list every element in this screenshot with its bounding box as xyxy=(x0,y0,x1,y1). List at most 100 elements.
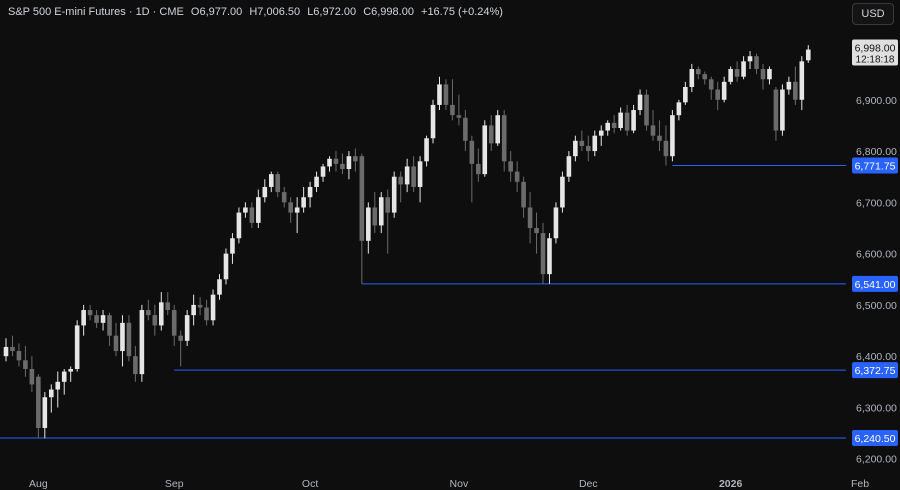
candle-body xyxy=(139,310,145,375)
ohlc-change: +16.75 (+0.24%) xyxy=(421,6,503,18)
candle xyxy=(456,94,462,126)
candle-body xyxy=(288,202,293,213)
candle xyxy=(301,186,306,213)
candle xyxy=(359,153,365,284)
candle-body xyxy=(689,69,695,87)
candle xyxy=(340,153,345,175)
candle xyxy=(476,148,481,182)
y-tick-label: 6,200.00 xyxy=(856,454,897,466)
candle xyxy=(799,56,805,111)
candle-body xyxy=(359,156,365,241)
level-label: 6,771.75 xyxy=(852,157,898,174)
candle-body xyxy=(23,360,28,370)
candle xyxy=(631,104,636,134)
candle-body xyxy=(275,174,281,193)
candle-body xyxy=(417,161,423,187)
candle xyxy=(767,66,772,85)
candle xyxy=(527,192,533,244)
candle xyxy=(223,248,229,285)
candle-body xyxy=(786,81,792,90)
last-price-bg xyxy=(852,39,898,66)
candle xyxy=(450,79,455,121)
candle xyxy=(644,89,649,131)
candle-body xyxy=(100,315,106,323)
candle xyxy=(566,151,572,182)
candle-body xyxy=(113,335,119,352)
candle-body xyxy=(657,135,662,141)
level-label-bg xyxy=(852,429,898,446)
candle-body xyxy=(488,125,494,144)
candle xyxy=(288,197,293,223)
level-label-text: 6,372.75 xyxy=(855,365,896,377)
candle xyxy=(670,110,675,162)
candle xyxy=(48,384,54,413)
candle-body xyxy=(482,125,488,175)
candle xyxy=(10,335,15,357)
candle-body xyxy=(165,302,171,311)
candle-body xyxy=(353,156,358,162)
candle-body xyxy=(456,115,462,118)
candle xyxy=(126,315,132,362)
candle-body xyxy=(501,115,507,162)
candle xyxy=(243,202,248,218)
candle xyxy=(715,81,720,111)
candle-body xyxy=(805,49,811,61)
candle xyxy=(676,99,682,121)
candle-body xyxy=(378,197,384,226)
level-label: 6,240.50 xyxy=(852,429,898,446)
symbol-title[interactable]: S&P 500 E-mini Futures · 1D · CME xyxy=(8,6,184,18)
candle xyxy=(521,176,526,218)
candle-body xyxy=(36,376,41,428)
candle xyxy=(741,56,746,80)
candle-body xyxy=(579,140,585,146)
candle xyxy=(281,186,287,208)
candle xyxy=(333,151,339,172)
candle xyxy=(152,304,158,336)
price-axis[interactable]: 6,900.00 6,800.00 6,700.00 6,600.00 6,500.00… xyxy=(856,95,897,466)
candle-body xyxy=(42,397,48,428)
candle-body xyxy=(663,140,669,157)
candle xyxy=(42,392,48,439)
candle xyxy=(786,76,792,95)
level-label-bg xyxy=(852,275,898,292)
candle-body xyxy=(624,112,630,131)
currency-button[interactable]: USD xyxy=(852,3,894,25)
candle-body xyxy=(566,156,572,177)
candle xyxy=(29,356,35,393)
candle-body xyxy=(268,174,274,187)
candle-body xyxy=(670,115,675,157)
level-label-bg xyxy=(852,157,898,174)
level-label-text: 6,240.50 xyxy=(855,433,896,445)
candle-body xyxy=(171,310,177,336)
candle xyxy=(171,304,177,346)
candle xyxy=(165,292,171,316)
candle-body xyxy=(281,192,287,203)
candle-body xyxy=(327,158,332,167)
candle xyxy=(3,338,9,362)
candle xyxy=(624,104,630,136)
candle xyxy=(586,135,591,162)
candle-body xyxy=(754,56,759,70)
x-tick-label: Dec xyxy=(579,478,598,490)
candle xyxy=(120,315,125,367)
candle xyxy=(61,369,67,395)
candle xyxy=(378,192,384,234)
time-axis[interactable]: Aug Sep Oct Nov Dec 2026 Feb xyxy=(29,478,869,490)
candle-body xyxy=(120,322,125,352)
candle-body xyxy=(708,79,714,90)
candle-body xyxy=(443,84,449,105)
candle xyxy=(553,202,559,244)
candle-body xyxy=(126,322,132,357)
y-tick-label: 6,300.00 xyxy=(856,402,897,414)
candle xyxy=(398,171,403,203)
candle xyxy=(346,151,352,180)
candle-body xyxy=(61,371,67,382)
candle-body xyxy=(508,161,513,172)
candle-body xyxy=(366,207,371,241)
candle xyxy=(204,299,209,326)
candle xyxy=(760,63,766,90)
level-label-text: 6,771.75 xyxy=(855,161,896,173)
y-tick-label: 6,400.00 xyxy=(856,351,897,363)
candle xyxy=(100,310,106,331)
